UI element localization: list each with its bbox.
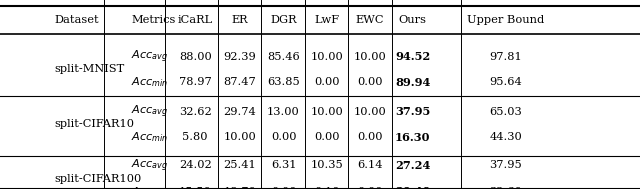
Text: 0.00: 0.00 bbox=[271, 132, 296, 142]
Text: 16.30: 16.30 bbox=[395, 132, 431, 143]
Text: 0.00: 0.00 bbox=[357, 132, 383, 142]
Text: 89.94: 89.94 bbox=[395, 77, 431, 88]
Text: 10.35: 10.35 bbox=[310, 160, 344, 170]
Text: 6.14: 6.14 bbox=[357, 160, 383, 170]
Text: $\mathit{Acc}_{min}$: $\mathit{Acc}_{min}$ bbox=[131, 75, 168, 89]
Text: 85.46: 85.46 bbox=[267, 52, 300, 62]
Text: $\mathit{Acc}_{avg}$: $\mathit{Acc}_{avg}$ bbox=[131, 49, 168, 65]
Text: 37.95: 37.95 bbox=[489, 160, 522, 170]
Text: iCaRL: iCaRL bbox=[178, 15, 212, 25]
Text: 0.00: 0.00 bbox=[314, 77, 340, 87]
Text: 0.00: 0.00 bbox=[357, 77, 383, 87]
Text: split-CIFAR100: split-CIFAR100 bbox=[54, 174, 141, 184]
Text: split-MNIST: split-MNIST bbox=[54, 64, 125, 74]
Text: 32.62: 32.62 bbox=[179, 107, 212, 116]
Text: 27.24: 27.24 bbox=[395, 160, 431, 171]
Text: 88.00: 88.00 bbox=[179, 52, 212, 62]
Text: 0.10: 0.10 bbox=[314, 187, 340, 189]
Text: 10.00: 10.00 bbox=[223, 132, 257, 142]
Text: 78.97: 78.97 bbox=[179, 77, 212, 87]
Text: ER: ER bbox=[232, 15, 248, 25]
Text: 97.81: 97.81 bbox=[489, 52, 522, 62]
Text: 15.50: 15.50 bbox=[179, 187, 212, 189]
Text: 0.00: 0.00 bbox=[271, 187, 296, 189]
Text: 32.60: 32.60 bbox=[489, 187, 522, 189]
Text: 20.40: 20.40 bbox=[395, 186, 431, 189]
Text: split-CIFAR10: split-CIFAR10 bbox=[54, 119, 134, 129]
Text: 95.64: 95.64 bbox=[489, 77, 522, 87]
Text: 29.74: 29.74 bbox=[223, 107, 257, 116]
Text: Ours: Ours bbox=[399, 15, 427, 25]
Text: 87.47: 87.47 bbox=[223, 77, 257, 87]
Text: 18.70: 18.70 bbox=[223, 187, 257, 189]
Text: 0.00: 0.00 bbox=[357, 187, 383, 189]
Text: 5.80: 5.80 bbox=[182, 132, 208, 142]
Text: 63.85: 63.85 bbox=[267, 77, 300, 87]
Text: $\mathit{Acc}_{min}$: $\mathit{Acc}_{min}$ bbox=[131, 130, 168, 144]
Text: $\mathit{Acc}_{avg}$: $\mathit{Acc}_{avg}$ bbox=[131, 103, 168, 120]
Text: 37.95: 37.95 bbox=[395, 106, 431, 117]
Text: LwF: LwF bbox=[314, 15, 340, 25]
Text: 24.02: 24.02 bbox=[179, 160, 212, 170]
Text: 10.00: 10.00 bbox=[353, 52, 387, 62]
Text: $\mathit{Acc}_{avg}$: $\mathit{Acc}_{avg}$ bbox=[131, 157, 168, 174]
Text: 13.00: 13.00 bbox=[267, 107, 300, 116]
Text: 10.00: 10.00 bbox=[310, 107, 344, 116]
Text: 10.00: 10.00 bbox=[310, 52, 344, 62]
Text: DGR: DGR bbox=[270, 15, 297, 25]
Text: EWC: EWC bbox=[356, 15, 384, 25]
Text: 44.30: 44.30 bbox=[489, 132, 522, 142]
Text: Upper Bound: Upper Bound bbox=[467, 15, 544, 25]
Text: Dataset: Dataset bbox=[54, 15, 99, 25]
Text: 6.31: 6.31 bbox=[271, 160, 296, 170]
Text: Metrics: Metrics bbox=[131, 15, 175, 25]
Text: 65.03: 65.03 bbox=[489, 107, 522, 116]
Text: 0.00: 0.00 bbox=[314, 132, 340, 142]
Text: 25.41: 25.41 bbox=[223, 160, 257, 170]
Text: 92.39: 92.39 bbox=[223, 52, 257, 62]
Text: 94.52: 94.52 bbox=[395, 51, 431, 62]
Text: $\mathit{Acc}_{min}$: $\mathit{Acc}_{min}$ bbox=[131, 185, 168, 189]
Text: 10.00: 10.00 bbox=[353, 107, 387, 116]
